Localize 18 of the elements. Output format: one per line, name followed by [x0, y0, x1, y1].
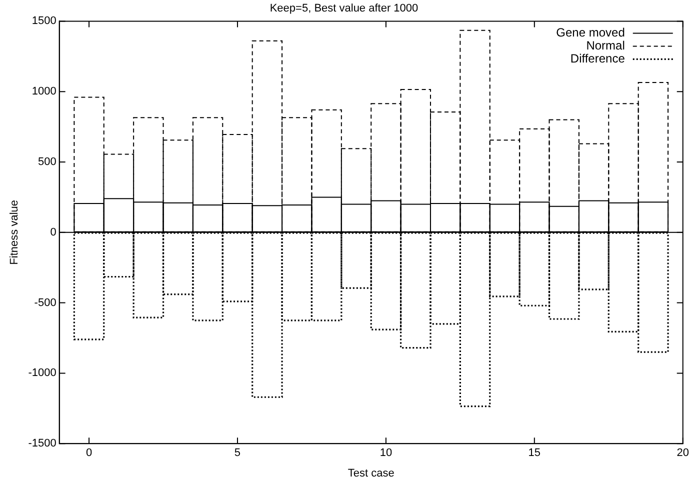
y-tick-label: 500 [38, 156, 56, 168]
y-tick-label: 1500 [32, 15, 56, 28]
y-tick-label: -1500 [28, 438, 56, 450]
x-tick-label: 5 [234, 447, 241, 460]
y-tick-label: -1000 [28, 367, 56, 380]
chart-title: Keep=5, Best value after 1000 [270, 2, 418, 15]
y-axis-title: Fitness value [8, 200, 21, 265]
y-tick-label: -500 [34, 296, 56, 309]
x-axis-title: Test case [348, 467, 394, 480]
y-tick-label: 0 [50, 226, 56, 238]
legend-label: Gene moved [556, 26, 625, 40]
x-tick-label: 15 [528, 447, 541, 460]
legend-label: Normal [586, 38, 625, 53]
y-tick-label: 1000 [32, 86, 56, 98]
x-tick-label: 20 [676, 447, 690, 460]
x-tick-label: 10 [380, 447, 392, 460]
x-tick-label: 0 [86, 447, 92, 460]
legend-label: Difference [570, 52, 626, 66]
